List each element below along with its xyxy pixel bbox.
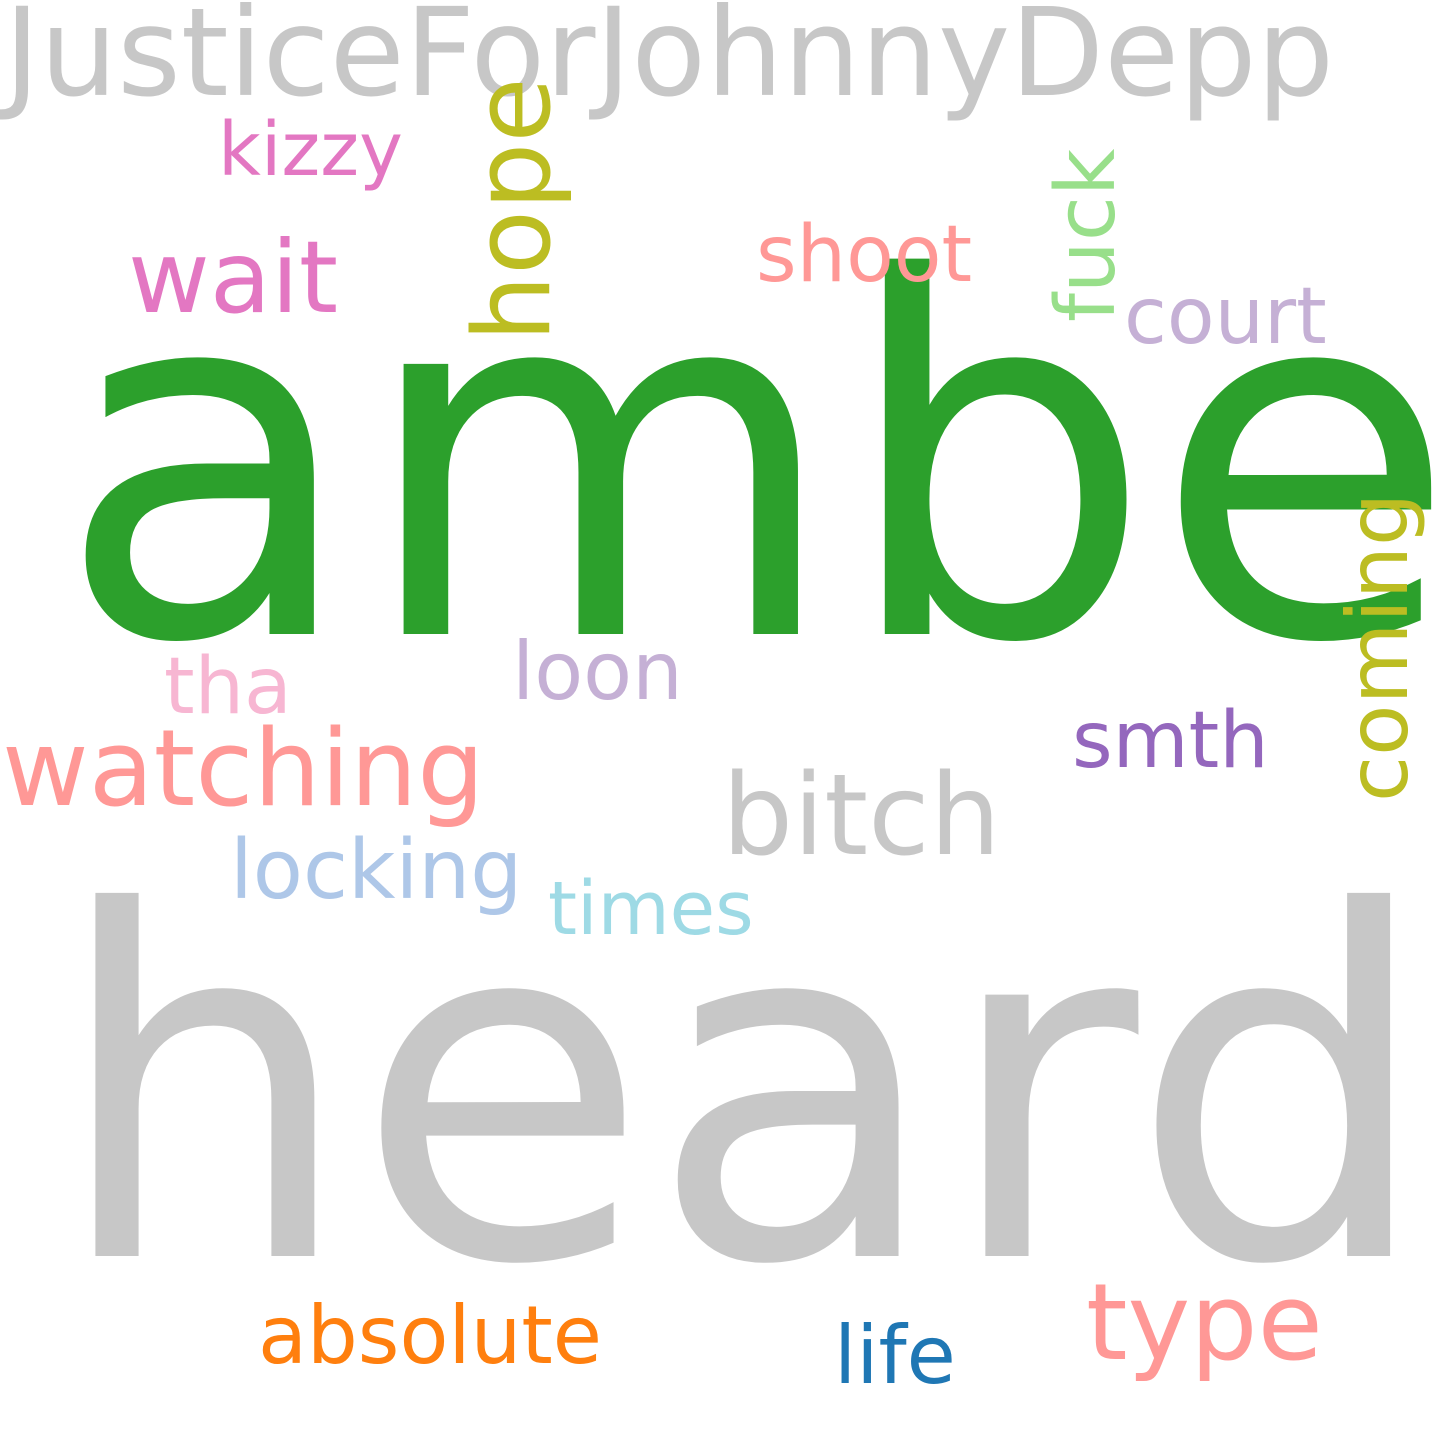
word-court: court: [1124, 272, 1327, 362]
word-shoot: shoot: [756, 210, 973, 300]
word-bitch: bitch: [722, 751, 1001, 881]
word-wait: wait: [128, 219, 339, 336]
word-watching: watching: [2, 707, 485, 830]
word-loon: loon: [512, 625, 683, 718]
word-hope: hope: [451, 77, 574, 342]
word-absolute: absolute: [258, 1289, 602, 1382]
word-justice: JusticeForJohnnyDepp: [4, 0, 1335, 124]
word-times: times: [548, 866, 754, 952]
word-kizzy: kizzy: [218, 107, 403, 193]
word-heard: heard: [52, 812, 1434, 1369]
word-tha: tha: [164, 642, 292, 732]
word-smth: smth: [1072, 696, 1269, 786]
word-locking: locking: [230, 823, 523, 918]
word-type: type: [1086, 1261, 1323, 1384]
word-fuck: fuck: [1039, 148, 1134, 322]
word-life: life: [834, 1309, 956, 1402]
word-amber: amber: [56, 175, 1440, 751]
word-coming: coming: [1329, 492, 1427, 802]
